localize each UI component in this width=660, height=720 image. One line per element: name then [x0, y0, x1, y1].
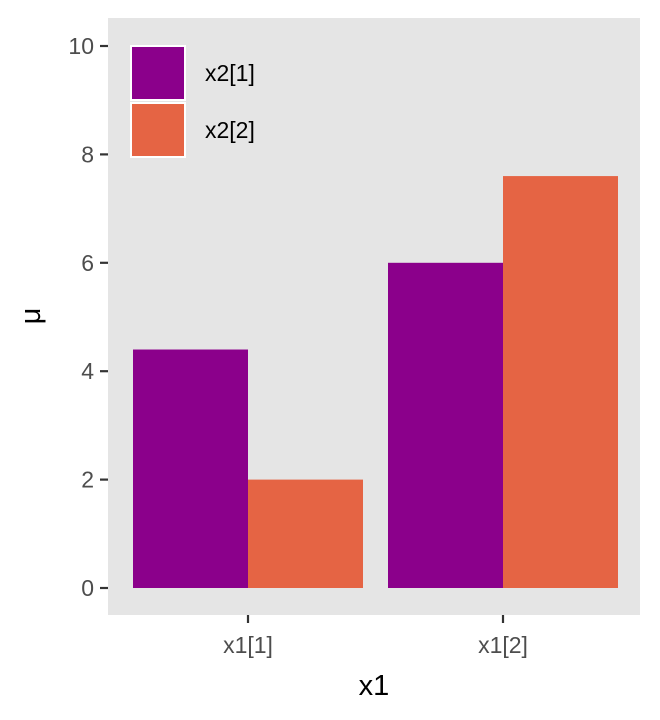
bar-x1[1]-x2[1]	[133, 349, 248, 588]
legend-label: x2[2]	[205, 117, 255, 143]
bar-x1[1]-x2[2]	[248, 479, 363, 588]
legend-key	[130, 102, 186, 158]
bar-x1[2]-x2[1]	[388, 262, 503, 588]
legend: x2[1] x2[2]	[130, 45, 255, 158]
y-tick-label: 0	[81, 575, 94, 601]
y-tick-label: 10	[68, 33, 94, 59]
x-tick-label: x1[2]	[478, 632, 528, 658]
legend-key	[130, 45, 186, 101]
bars	[133, 176, 618, 588]
bar-x1[2]-x2[2]	[503, 176, 618, 588]
legend-label: x2[1]	[205, 60, 255, 86]
y-axis: 0 2 4 6 8 10	[68, 33, 108, 601]
x-tick-label: x1[1]	[223, 632, 273, 658]
y-tick-label: 8	[81, 141, 94, 167]
x-axis: x1[1] x1[2]	[223, 615, 528, 658]
x-axis-title: x1	[359, 670, 390, 702]
y-tick-label: 2	[81, 467, 94, 493]
y-tick-label: 6	[81, 250, 94, 276]
y-tick-label: 4	[81, 358, 94, 384]
y-axis-title: μ	[15, 308, 47, 325]
